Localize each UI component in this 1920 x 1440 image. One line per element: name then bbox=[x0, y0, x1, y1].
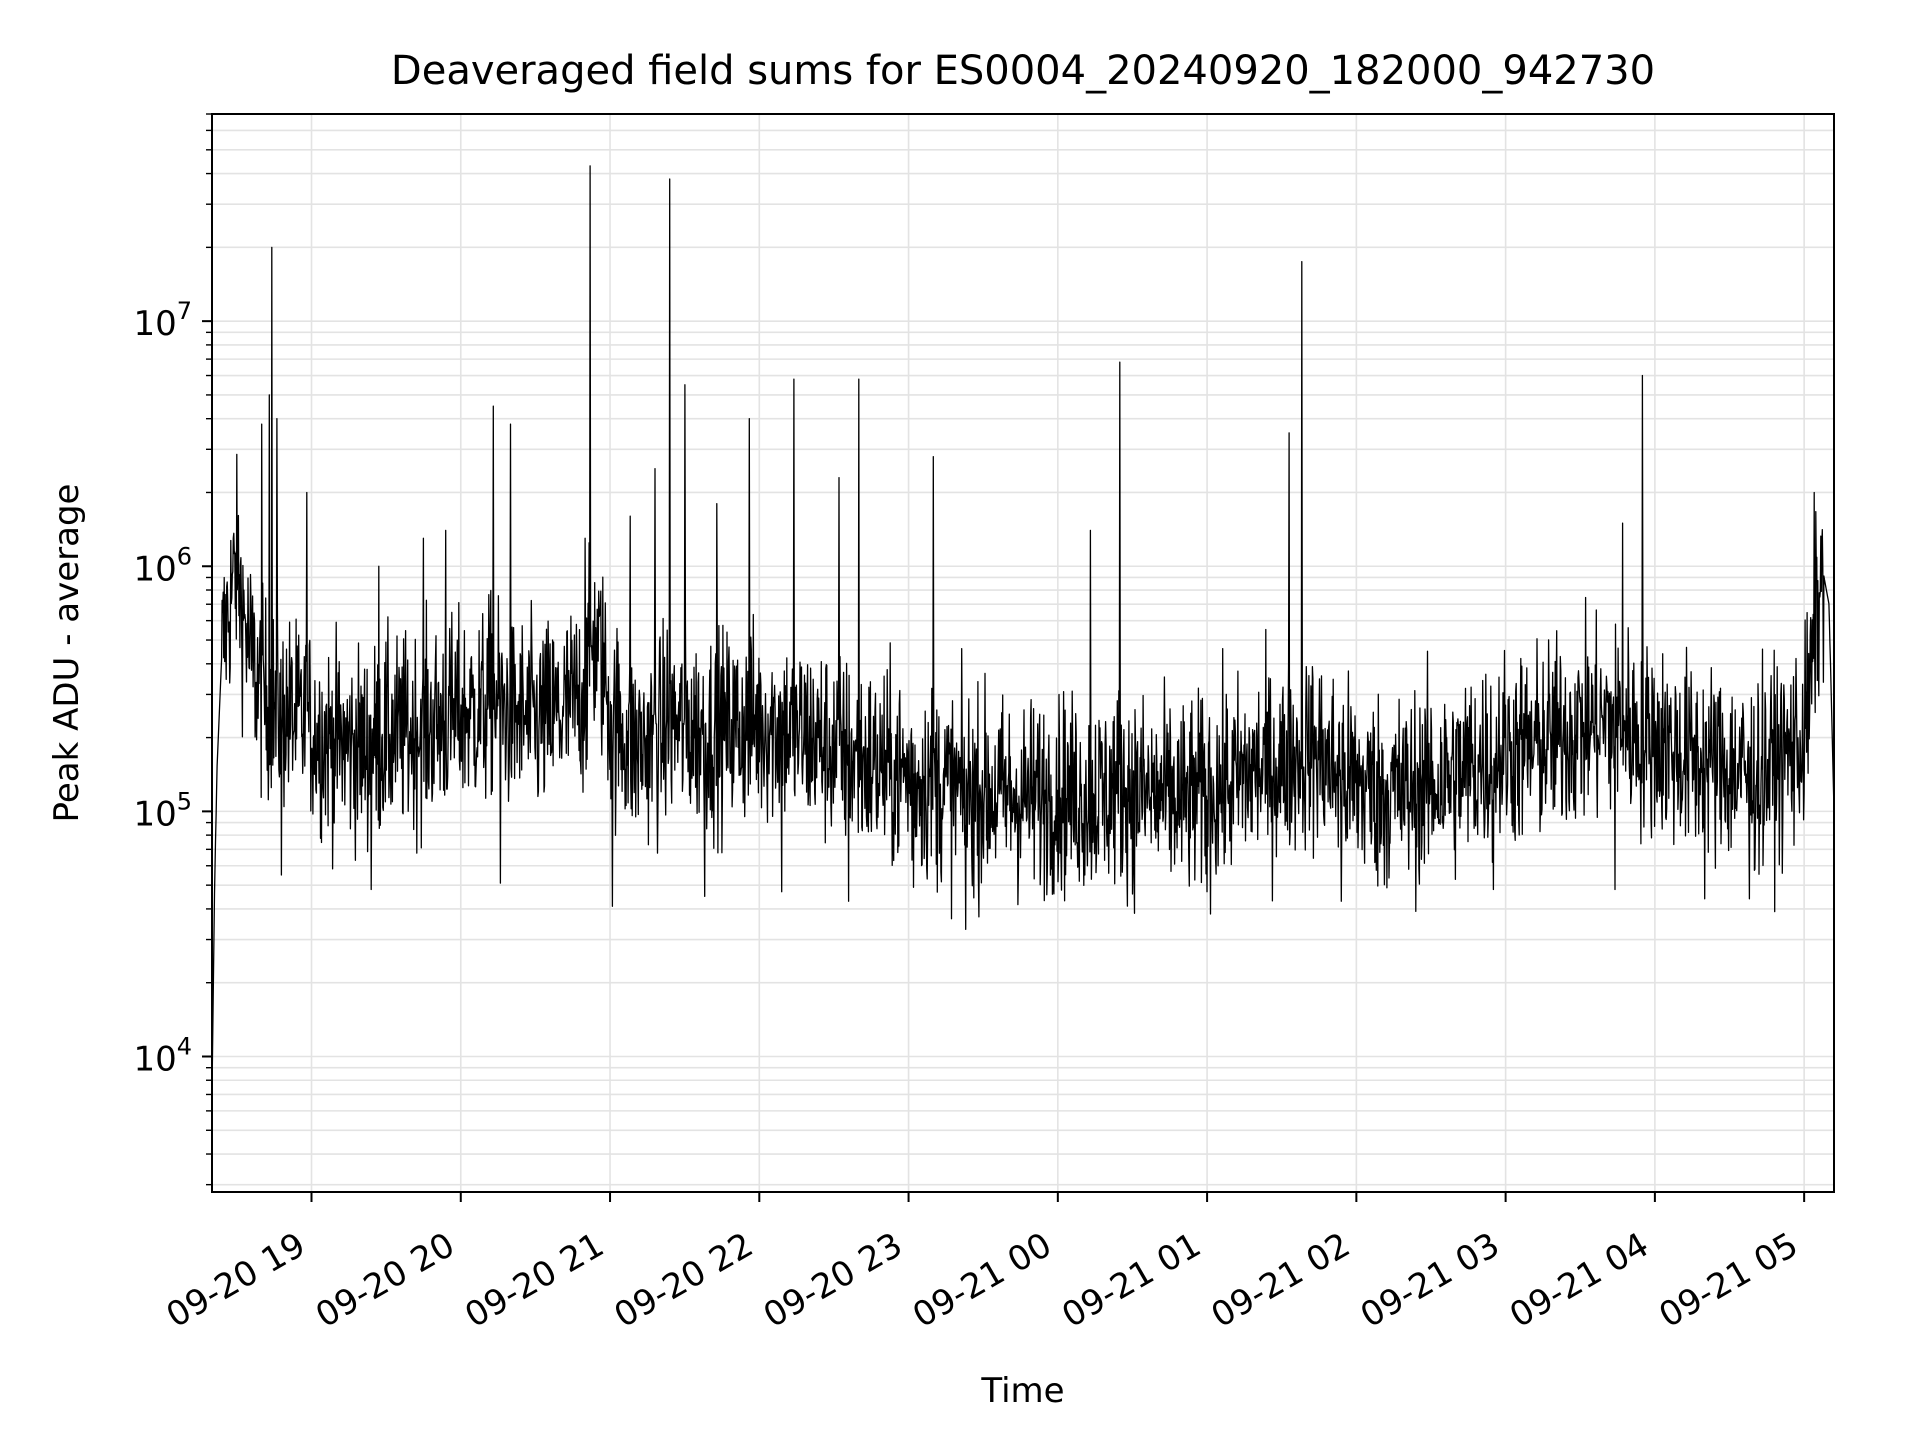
x-tick-label: 09-20 23 bbox=[757, 1225, 909, 1336]
y-tick-label: 106 bbox=[133, 542, 192, 589]
y-tick-base: 10 bbox=[133, 549, 176, 589]
y-tick-base: 10 bbox=[133, 1039, 176, 1079]
series-line bbox=[212, 165, 1834, 1095]
chart-title: Deaveraged field sums for ES0004_2024092… bbox=[391, 48, 1655, 94]
x-tick-label: 09-21 05 bbox=[1652, 1225, 1804, 1336]
y-tick-base: 10 bbox=[133, 794, 176, 834]
y-tick-exponent: 4 bbox=[177, 1032, 192, 1060]
x-axis-label: Time bbox=[980, 1371, 1064, 1411]
x-tick-label: 09-21 01 bbox=[1055, 1225, 1207, 1336]
grid bbox=[212, 113, 1834, 1192]
y-axis-label: Peak ADU - average bbox=[47, 484, 87, 823]
x-tick-label: 09-20 20 bbox=[309, 1225, 461, 1336]
x-tick-label: 09-21 03 bbox=[1354, 1225, 1506, 1336]
x-tick-label: 09-21 00 bbox=[906, 1225, 1058, 1336]
plot-area bbox=[212, 165, 1834, 1095]
y-tick-label: 107 bbox=[133, 297, 192, 344]
plot-frame bbox=[211, 113, 1835, 1193]
x-tick-label: 09-20 22 bbox=[608, 1225, 760, 1336]
y-tick-label: 105 bbox=[133, 787, 192, 834]
y-tick-base: 10 bbox=[133, 304, 176, 344]
y-tick-exponent: 5 bbox=[177, 787, 192, 815]
y-tick-exponent: 7 bbox=[177, 297, 192, 325]
y-tick-label: 104 bbox=[133, 1032, 192, 1079]
x-tick-label: 09-21 04 bbox=[1503, 1225, 1655, 1336]
x-tick-label: 09-20 19 bbox=[160, 1225, 312, 1336]
x-tick-label: 09-21 02 bbox=[1205, 1225, 1357, 1336]
y-tick-exponent: 6 bbox=[177, 542, 192, 570]
x-tick-label: 09-20 21 bbox=[458, 1225, 610, 1336]
